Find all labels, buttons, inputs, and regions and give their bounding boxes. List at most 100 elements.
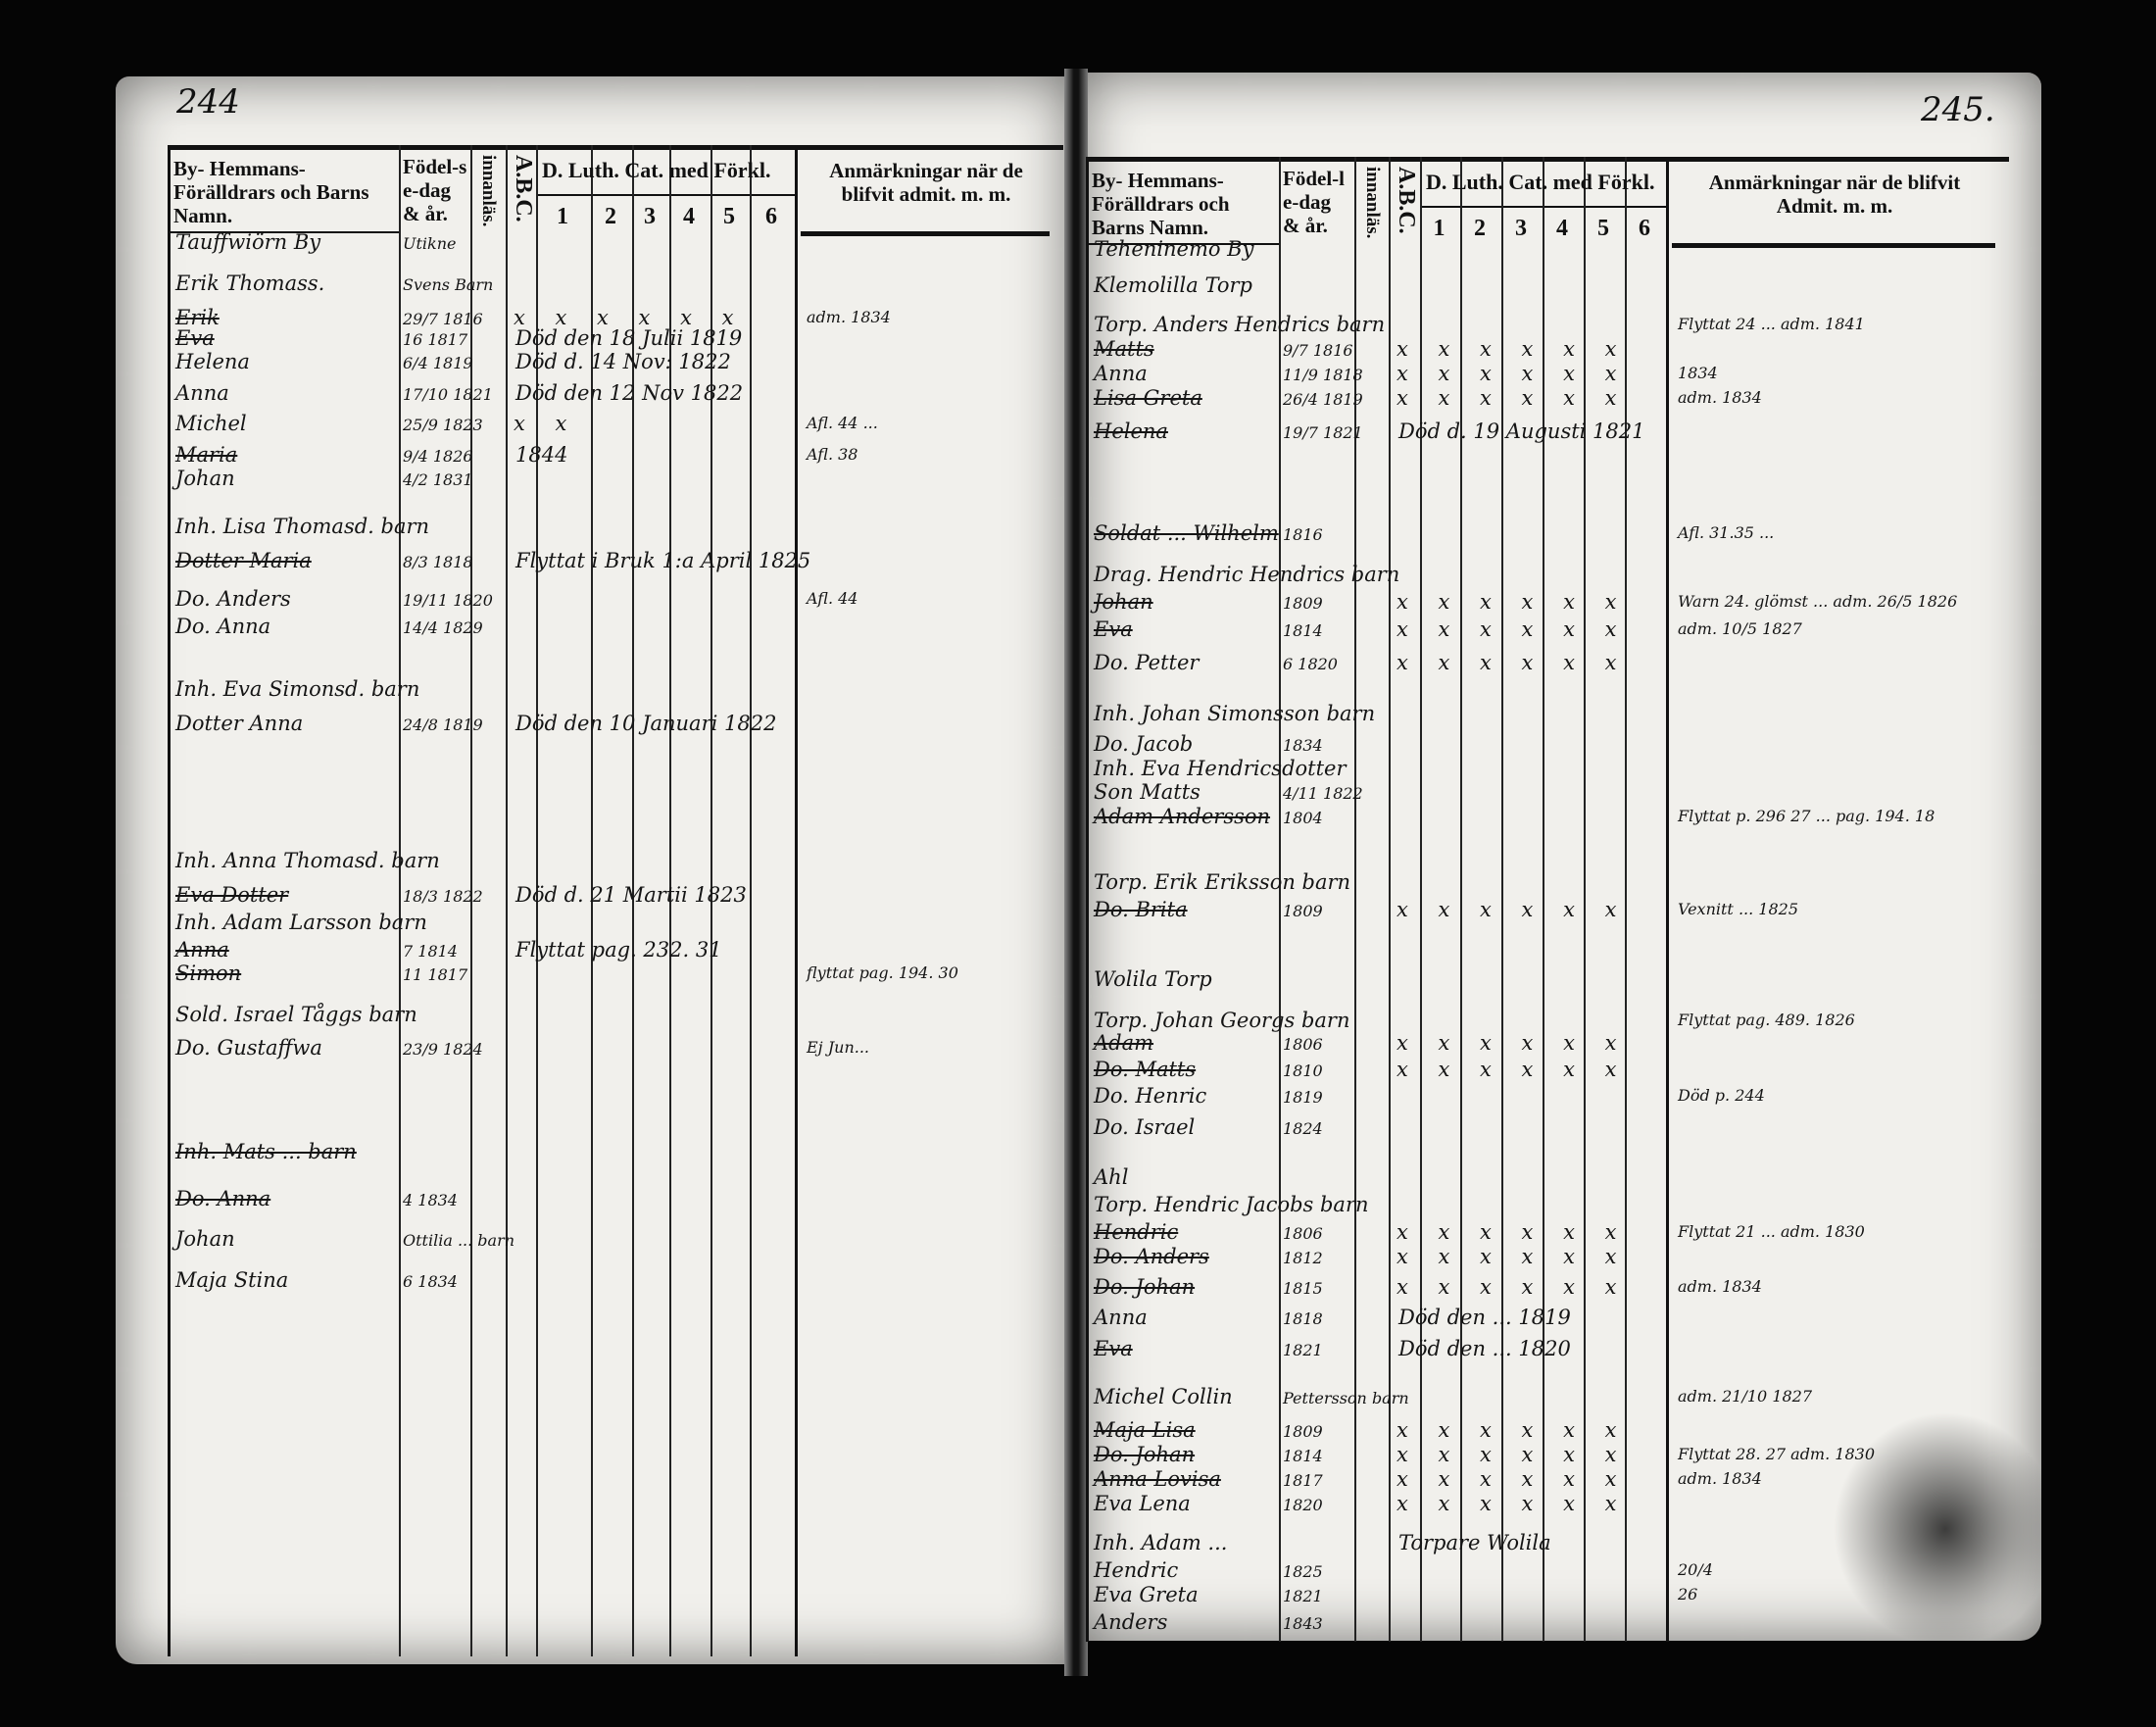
remarks-header-rule: [801, 231, 1050, 236]
entry-birth-date: 11/9 1818: [1283, 366, 1363, 385]
entry-name: Anna: [175, 380, 229, 405]
entry-name: Do. Anna: [175, 615, 271, 639]
entry-birth-date: 26/4 1819: [1283, 390, 1363, 410]
entry-name: Ahl: [1094, 1164, 1129, 1189]
entry-name: Adam Andersson: [1094, 804, 1271, 828]
admission-note: adm. 1834: [1678, 388, 1762, 408]
entry-birth-date: 1834: [1283, 735, 1323, 755]
entry-name: Torp. Hendric Jacobs barn: [1094, 1192, 1369, 1216]
entry-birth-date: 6/4 1819: [403, 353, 473, 372]
entry-name: Do. Israel: [1094, 1115, 1196, 1140]
column-rule: [1543, 157, 1544, 1642]
entry-birth-date: 8/3 1818: [403, 553, 473, 572]
entry-name: Anna: [175, 938, 229, 962]
column-rule: [399, 145, 401, 1656]
admission-note: Flyttat 28. 27 adm. 1830: [1678, 1444, 1875, 1463]
entry-birth-date: 29/7 1816: [403, 309, 483, 328]
admission-note: Afl. 44: [807, 589, 858, 609]
entry-name: Anders: [1094, 1610, 1168, 1635]
entry-name: Anna Lovisa: [1094, 1467, 1221, 1492]
catechism-part-number: 3: [1515, 216, 1527, 241]
entry-name: Maja Lisa: [1094, 1417, 1196, 1442]
entry-remark: 1844: [515, 443, 568, 467]
column-rule: [591, 145, 593, 1656]
entry-birth-date: 1810: [1283, 1061, 1323, 1081]
entry-name: Soldat ... Wilhelm: [1094, 520, 1279, 545]
entry-birth-date: 1821: [1283, 1340, 1323, 1359]
entry-birth-date: 17/10 1821: [403, 384, 493, 404]
entry-birth-date: 1824: [1283, 1119, 1323, 1139]
entry-birth-date: 1820: [1283, 1496, 1323, 1515]
entry-birth-date: 1825: [1283, 1561, 1323, 1581]
catechism-part-number: 5: [1597, 216, 1609, 241]
entry-birth-date: 1809: [1283, 594, 1323, 614]
entry-name: Do. Anna: [175, 1187, 271, 1211]
entry-birth-date: 1815: [1283, 1278, 1323, 1298]
catechism-part-number: 4: [683, 204, 695, 229]
column-rule: [1389, 157, 1391, 1642]
entry-name: Adam: [1094, 1031, 1154, 1056]
entry-birth-date: 6 1834: [403, 1271, 458, 1291]
entry-name: Johan: [175, 466, 235, 490]
admission-note: Warn 24. glömst ... adm. 26/5 1826: [1678, 592, 1958, 612]
entry-name: Matts: [1094, 336, 1154, 361]
column-rule: [1625, 157, 1627, 1642]
entry-name: Do. Anders: [1094, 1244, 1209, 1268]
entry-birth-date: 25/9 1823: [403, 415, 483, 434]
header-top-rule: [1086, 157, 2009, 162]
header-top-rule: [168, 145, 1063, 150]
catechism-marks: x x x x x x: [1396, 617, 1629, 642]
entry-birth-date: 1843: [1283, 1614, 1323, 1634]
entry-name: Inh. Adam Larsson barn: [175, 911, 427, 935]
entry-birth-date: 19/7 1821: [1283, 423, 1363, 443]
header-bottom-rule: [168, 231, 399, 233]
entry-name: Do. Brita: [1094, 898, 1188, 922]
column-rule: [506, 145, 508, 1656]
entry-name: Lisa Greta: [1094, 386, 1202, 411]
entry-name: Son Matts: [1094, 779, 1200, 804]
entry-remark: Död den ... 1820: [1398, 1336, 1571, 1360]
catechism-part-number: 6: [765, 204, 777, 229]
entry-birth-date: 1821: [1283, 1587, 1323, 1606]
header-remarks: Anmärkningar när de blifvit admit. m. m.: [829, 159, 1023, 206]
entry-name: Teheninemo By: [1094, 236, 1254, 261]
entry-remark: Död den 18 Julii 1819: [515, 325, 743, 350]
entry-birth-date: 1812: [1283, 1248, 1323, 1267]
entry-name: Do. Matts: [1094, 1058, 1197, 1082]
entry-birth-date: 4 1834: [403, 1191, 458, 1210]
header-birth-column: Födel-se-dag & år.: [403, 155, 467, 225]
catechism-marks: x x x x x x: [1396, 1244, 1629, 1268]
entry-name: Dotter Anna: [175, 711, 304, 735]
entry-birth-date: 1809: [1283, 902, 1323, 921]
entry-name: Do. Petter: [1094, 650, 1200, 674]
left-page: [116, 76, 1071, 1664]
entry-birth-date: 24/8 1819: [403, 715, 483, 734]
admission-note: Afl. 38: [807, 445, 858, 464]
catechism-marks: x x x x x x: [1396, 386, 1629, 411]
entry-name: Inh. Adam ...: [1094, 1530, 1228, 1554]
entry-birth-date: Utikne: [403, 233, 457, 253]
entry-remark: Torpare Wolila: [1398, 1530, 1551, 1554]
catechism-marks: x x x x x x: [1396, 590, 1629, 615]
entry-name: Michel: [175, 411, 247, 435]
entry-remark: Död den 12 Nov 1822: [515, 380, 744, 405]
entry-name: Do. Jacob: [1094, 731, 1194, 756]
catechism-part-number: 2: [1474, 216, 1486, 241]
column-rule: [669, 145, 671, 1656]
entry-birth-date: 1816: [1283, 524, 1323, 544]
entry-name: Maria: [175, 443, 238, 467]
entry-name: Erik: [175, 305, 220, 329]
entry-name: Do. Johan: [1094, 1274, 1196, 1299]
entry-name: Simon: [175, 961, 242, 985]
entry-name: Torp. Johan Georgs barn: [1094, 1008, 1350, 1032]
entry-remark: Död den 10 Januari 1822: [515, 711, 777, 735]
catechism-marks: x x x x x x: [1396, 650, 1629, 674]
catechism-marks: x x x x x x: [1396, 336, 1629, 361]
catechism-marks: x x x x x x: [1396, 1417, 1629, 1442]
entry-birth-date: Ottilia ... barn: [403, 1230, 515, 1250]
entry-birth-date: 9/4 1826: [403, 447, 473, 466]
admission-note: adm. 1834: [1678, 1276, 1762, 1296]
header-birth-column: Födel-le-dag & år.: [1283, 167, 1345, 237]
entry-remark: Död d. 21 Martii 1823: [515, 882, 747, 907]
admission-note: Flyttat pag. 489. 1826: [1678, 1010, 1855, 1029]
